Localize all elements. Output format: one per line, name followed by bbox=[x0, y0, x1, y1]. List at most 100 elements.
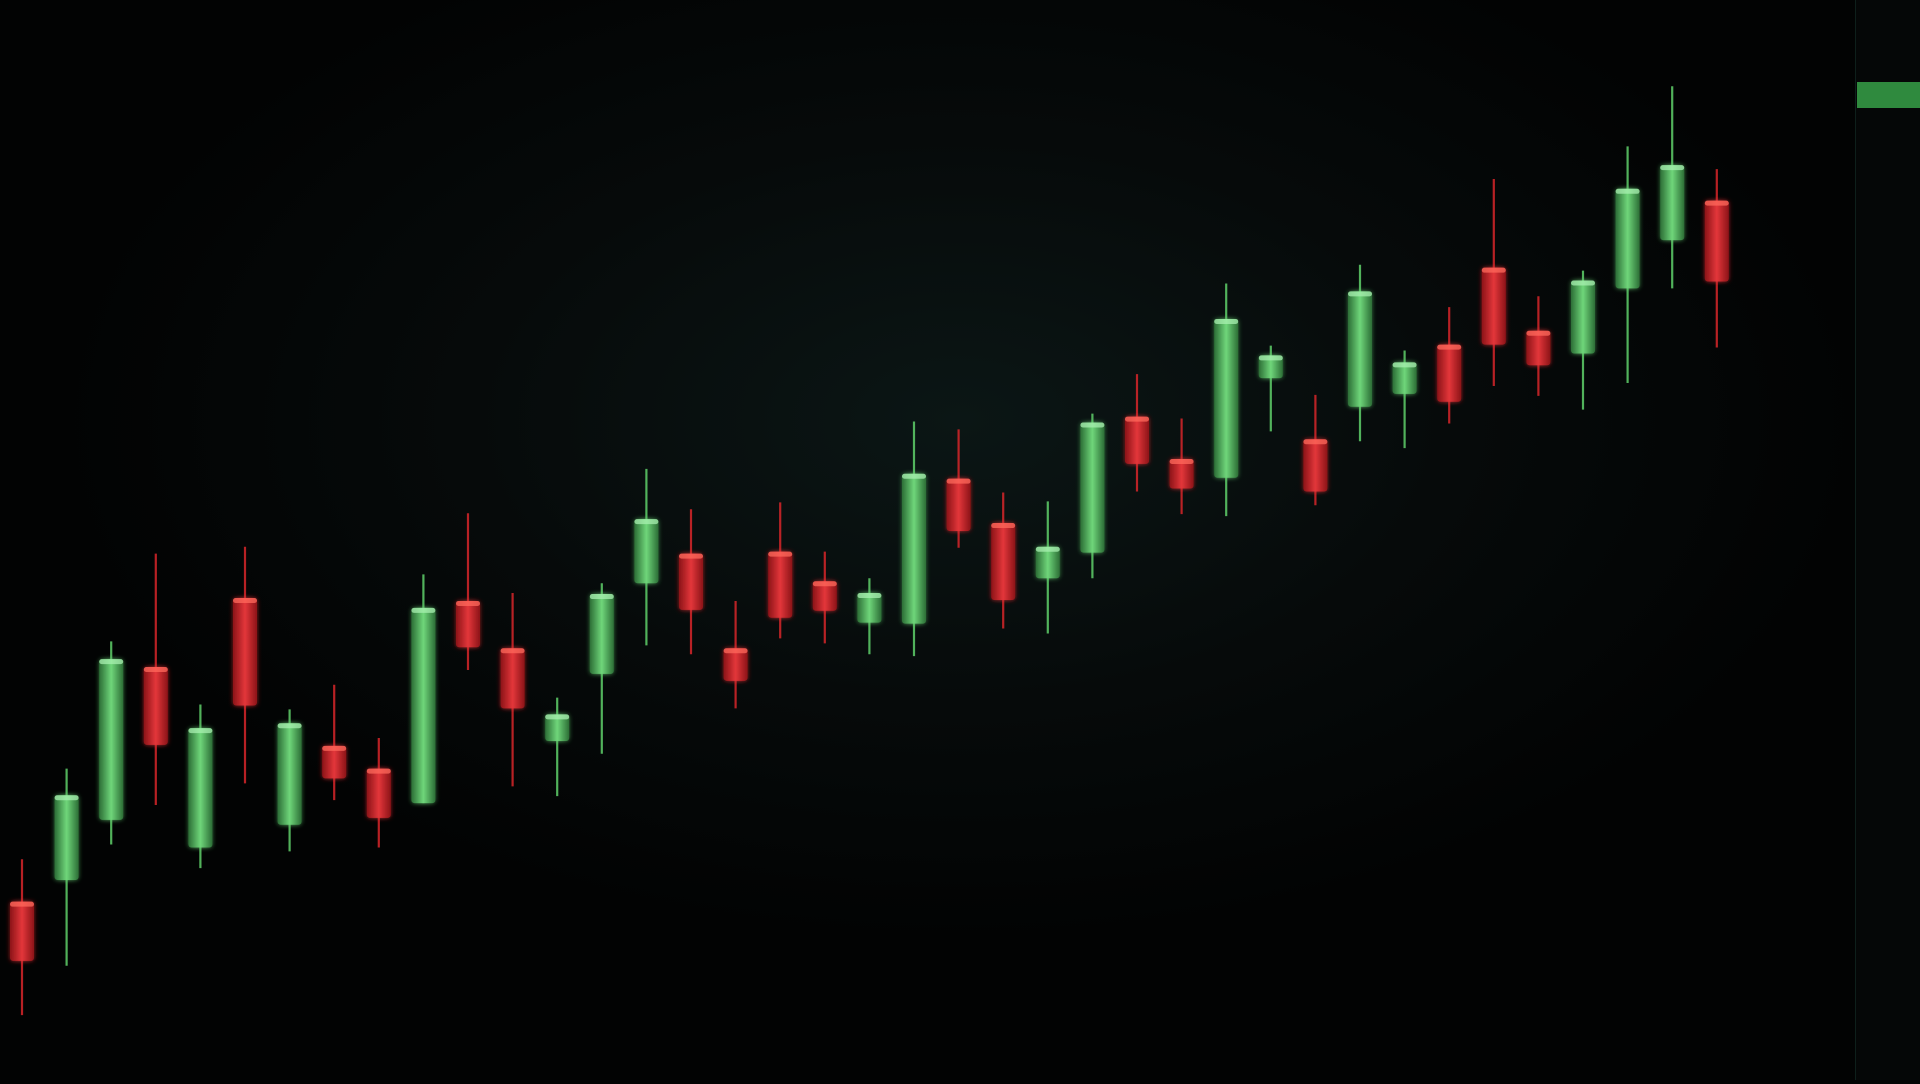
candle-body bbox=[1303, 439, 1328, 492]
candle-cap bbox=[1526, 330, 1551, 336]
bearish-candle bbox=[1704, 169, 1729, 348]
candle-body bbox=[1392, 362, 1417, 394]
candle-body bbox=[1348, 291, 1372, 407]
bullish-candle bbox=[1392, 350, 1417, 449]
bearish-candle bbox=[1526, 296, 1551, 396]
bearish-candle bbox=[991, 492, 1016, 629]
candle-cap bbox=[1169, 458, 1194, 464]
bullish-candle bbox=[1035, 501, 1060, 634]
candle-body bbox=[143, 667, 168, 745]
candle-body bbox=[99, 659, 124, 820]
candle-body bbox=[1125, 416, 1149, 464]
bearish-candle bbox=[723, 600, 748, 709]
candle-body bbox=[589, 594, 614, 674]
candle-body bbox=[1035, 546, 1060, 579]
candle-cap bbox=[500, 648, 525, 654]
candle-cap bbox=[723, 648, 748, 654]
candle-body bbox=[500, 648, 525, 709]
candle-cap bbox=[1125, 416, 1149, 422]
candle-body bbox=[1169, 458, 1194, 489]
price-axis-labels bbox=[1857, 82, 1920, 108]
candle-body bbox=[723, 648, 748, 681]
candle-body bbox=[1615, 188, 1640, 289]
candle-body bbox=[1080, 422, 1105, 553]
candle-body bbox=[1704, 200, 1729, 282]
candle-body bbox=[366, 768, 391, 818]
candle-cap bbox=[1035, 546, 1060, 552]
bullish-candle bbox=[188, 704, 213, 869]
bearish-candle bbox=[1437, 307, 1462, 424]
current-price-tag bbox=[1857, 82, 1920, 108]
candle-cap bbox=[1303, 439, 1328, 445]
candle-body bbox=[902, 473, 926, 624]
candle-cap bbox=[634, 519, 659, 525]
bullish-candle bbox=[1348, 264, 1372, 442]
bullish-candle bbox=[99, 641, 124, 845]
candle-cap bbox=[768, 551, 793, 557]
bearish-candle bbox=[812, 551, 837, 644]
candle-body bbox=[634, 519, 659, 584]
candle-body bbox=[411, 607, 436, 804]
candles-group bbox=[10, 86, 1729, 1016]
bullish-candle bbox=[277, 709, 302, 852]
candle-cap bbox=[54, 795, 79, 801]
price-axis bbox=[1855, 0, 1920, 1080]
bullish-candle bbox=[54, 768, 79, 966]
candle-cap bbox=[991, 523, 1016, 529]
candle-body bbox=[322, 745, 347, 779]
bearish-candle bbox=[456, 513, 480, 670]
candle-body bbox=[857, 593, 882, 623]
bearish-candle bbox=[679, 509, 703, 655]
candle-cap bbox=[1704, 200, 1729, 206]
candle-body bbox=[812, 581, 837, 611]
candle-body bbox=[1660, 165, 1685, 241]
bearish-candle bbox=[143, 553, 168, 806]
bullish-candle bbox=[1080, 413, 1105, 579]
candle-cap bbox=[322, 745, 347, 751]
bearish-candle bbox=[10, 859, 34, 1016]
candle-body bbox=[946, 478, 971, 531]
candle-cap bbox=[812, 581, 837, 587]
bullish-candle bbox=[411, 574, 436, 804]
bearish-candle bbox=[500, 593, 525, 787]
candle-body bbox=[991, 523, 1016, 600]
bullish-candle bbox=[1258, 345, 1283, 432]
candle-body bbox=[1437, 344, 1462, 402]
bullish-candle bbox=[1660, 86, 1685, 289]
bearish-candle bbox=[1169, 418, 1194, 515]
bearish-candle bbox=[768, 502, 793, 639]
candle-body bbox=[233, 597, 257, 706]
bullish-candle bbox=[1214, 283, 1239, 517]
candle-body bbox=[1214, 318, 1239, 478]
bullish-candle bbox=[634, 468, 659, 646]
candle-body bbox=[545, 714, 570, 741]
candle-cap bbox=[679, 553, 703, 559]
candle-cap bbox=[545, 714, 570, 720]
bearish-candle bbox=[946, 429, 971, 548]
candle-cap bbox=[456, 600, 480, 606]
candle-body bbox=[54, 795, 79, 880]
candle-cap bbox=[902, 473, 926, 479]
candle-cap bbox=[411, 607, 436, 613]
candle-cap bbox=[946, 478, 971, 484]
candle-cap bbox=[857, 593, 882, 599]
candle-cap bbox=[1258, 355, 1283, 361]
bearish-candle bbox=[1125, 374, 1149, 492]
candle-body bbox=[10, 901, 34, 961]
candle-cap bbox=[366, 768, 391, 774]
bullish-candle bbox=[1571, 270, 1595, 410]
candle-cap bbox=[1437, 344, 1462, 350]
candle-cap bbox=[1214, 318, 1239, 324]
bullish-candle bbox=[1615, 146, 1640, 384]
candle-cap bbox=[1348, 291, 1372, 297]
candle-cap bbox=[1571, 280, 1595, 286]
bullish-candle bbox=[857, 578, 882, 655]
candle-body bbox=[188, 728, 213, 848]
candle-body bbox=[1571, 280, 1595, 354]
bullish-candle bbox=[902, 421, 926, 657]
candle-body bbox=[456, 600, 480, 648]
bearish-candle bbox=[322, 684, 347, 801]
candle-cap bbox=[1080, 422, 1105, 428]
